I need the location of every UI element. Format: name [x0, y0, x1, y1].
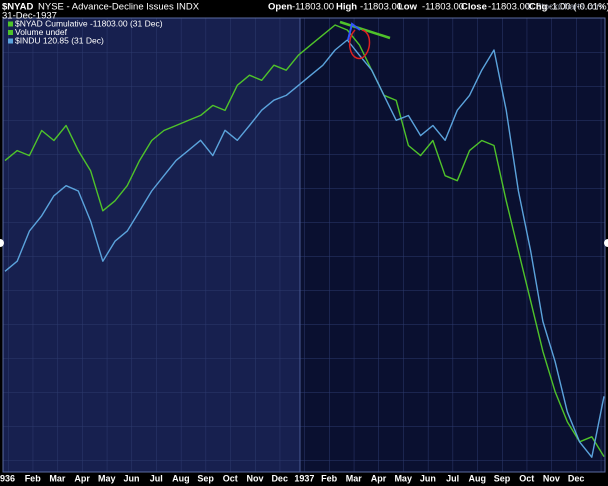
x-tick-label: 936	[0, 473, 15, 483]
legend-swatch	[8, 38, 13, 44]
legend-label: Volume undef	[15, 27, 68, 37]
x-tick-label: Dec	[568, 473, 585, 483]
quote-label: Low	[398, 2, 418, 13]
quote-value: -11803.00	[488, 2, 530, 13]
legend-swatch	[8, 30, 13, 35]
x-tick-label: Oct	[223, 473, 238, 483]
x-tick-label: May	[394, 473, 412, 483]
quote-value: -11803.00	[422, 2, 464, 13]
x-tick-label: Aug	[469, 473, 487, 483]
x-tick-label: 1937	[294, 473, 314, 483]
chart-title: NYSE - Advance-Decline Issues INDX	[38, 2, 200, 13]
lines	[4, 24, 605, 458]
x-tick-label: Sep	[197, 473, 214, 483]
x-tick-label: Nov	[246, 473, 263, 483]
x-tick-label: Dec	[271, 473, 288, 483]
quote-label: High	[336, 2, 357, 13]
date: 31-Dec-1937	[2, 11, 57, 22]
quote-value: -11803.00	[292, 2, 334, 13]
edge-handle[interactable]	[604, 239, 608, 247]
x-tick-label: Nov	[543, 473, 560, 483]
annotation-mark	[347, 22, 361, 41]
x-tick-label: Feb	[321, 473, 338, 483]
legend-label: $INDU 120.85 (31 Dec)	[15, 35, 104, 45]
legend-label: $NYAD Cumulative -11803.00 (31 Dec)	[15, 18, 163, 28]
x-tick-label: Jun	[123, 473, 139, 483]
quote-value: -1.00 (-0.01%)	[549, 2, 608, 13]
x-tick-label: Mar	[49, 473, 66, 483]
quote-label: Open	[268, 2, 292, 13]
x-tick-label: May	[98, 473, 116, 483]
series-line	[4, 39, 605, 458]
x-tick-label: Oct	[519, 473, 534, 483]
series-line	[4, 24, 605, 457]
x-tick-label: Mar	[346, 473, 363, 483]
x-tick-label: Aug	[172, 473, 190, 483]
x-tick-label: Apr	[371, 473, 387, 483]
quote-value: -11803.00	[360, 2, 402, 13]
x-tick-label: Feb	[25, 473, 42, 483]
x-tick-label: Sep	[494, 473, 511, 483]
annotation-circle	[348, 29, 371, 60]
x-tick-label: Jul	[150, 473, 163, 483]
quote-label: Close	[461, 2, 487, 13]
watermark: © StockCharts.com	[526, 1, 604, 11]
x-tick-label: Apr	[74, 473, 90, 483]
symbol: $NYAD	[2, 2, 33, 13]
grid	[3, 18, 605, 472]
x-tick-label: Jul	[446, 473, 459, 483]
x-tick-label: Jun	[420, 473, 436, 483]
annotation-line	[339, 20, 391, 40]
legend-swatch	[8, 21, 13, 27]
edge-handle[interactable]	[0, 239, 4, 247]
quote-label: Chg	[529, 2, 548, 13]
